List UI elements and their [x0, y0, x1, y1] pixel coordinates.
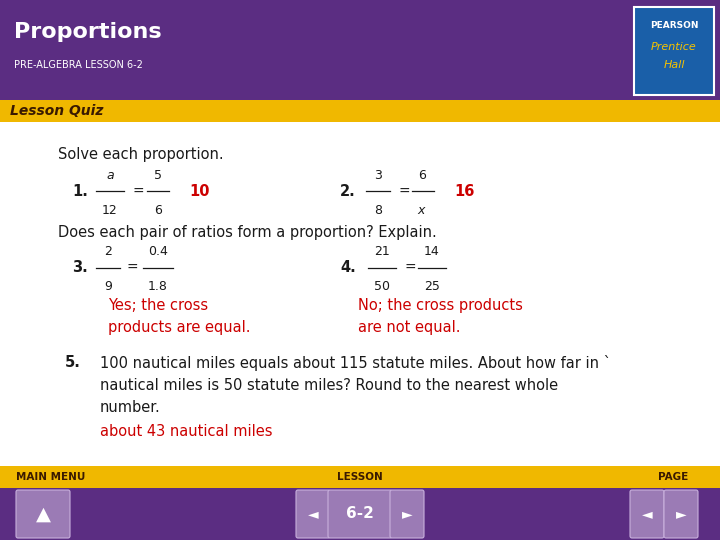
Text: Solve each proportion.: Solve each proportion.	[58, 147, 224, 163]
Text: 10: 10	[190, 185, 210, 199]
Text: ◄: ◄	[307, 507, 318, 521]
Text: Proportions: Proportions	[14, 22, 161, 42]
Text: 0.4: 0.4	[148, 245, 168, 258]
FancyBboxPatch shape	[296, 490, 330, 538]
Text: Prentice: Prentice	[651, 42, 697, 52]
Bar	[0, 466, 720, 488]
Text: 1.: 1.	[72, 185, 88, 199]
Text: PAGE: PAGE	[658, 472, 688, 482]
Text: No; the cross products
are not equal.: No; the cross products are not equal.	[358, 298, 523, 335]
Text: 12: 12	[102, 204, 118, 217]
Text: Does each pair of ratios form a proportion? Explain.: Does each pair of ratios form a proporti…	[58, 225, 437, 240]
Text: ►: ►	[402, 507, 413, 521]
Text: 8: 8	[374, 204, 382, 217]
Bar	[634, 7, 714, 95]
Text: 5.: 5.	[65, 355, 81, 370]
Bar	[0, 100, 720, 122]
Text: $x$: $x$	[417, 204, 427, 217]
Text: 1.8: 1.8	[148, 280, 168, 293]
Text: 5: 5	[154, 169, 162, 182]
Text: =: =	[132, 185, 144, 199]
FancyBboxPatch shape	[390, 490, 424, 538]
FancyBboxPatch shape	[630, 490, 664, 538]
Text: 6-2: 6-2	[346, 507, 374, 522]
Text: LESSON: LESSON	[337, 472, 383, 482]
Text: Yes; the cross
products are equal.: Yes; the cross products are equal.	[108, 298, 251, 335]
Text: about 43 nautical miles: about 43 nautical miles	[100, 424, 272, 439]
Text: 6: 6	[418, 169, 426, 182]
FancyBboxPatch shape	[16, 490, 70, 538]
Text: 16: 16	[454, 185, 474, 199]
Text: 6: 6	[154, 204, 162, 217]
Text: 3: 3	[374, 169, 382, 182]
FancyBboxPatch shape	[328, 490, 392, 538]
Text: PRE-ALGEBRA LESSON 6-2: PRE-ALGEBRA LESSON 6-2	[14, 60, 143, 70]
Text: MAIN MENU: MAIN MENU	[16, 472, 85, 482]
Text: 4.: 4.	[340, 260, 356, 275]
Text: 25: 25	[424, 280, 440, 293]
Text: =: =	[126, 261, 138, 275]
Text: $a$: $a$	[106, 169, 114, 182]
Text: ▲: ▲	[35, 504, 50, 523]
Text: ►: ►	[675, 507, 686, 521]
Text: =: =	[404, 261, 416, 275]
Text: 100 nautical miles equals about 115 statute miles. About how far in `
nautical m: 100 nautical miles equals about 115 stat…	[100, 355, 611, 415]
Text: 3.: 3.	[72, 260, 88, 275]
Text: 50: 50	[374, 280, 390, 293]
Text: 2: 2	[104, 245, 112, 258]
Text: =: =	[398, 185, 410, 199]
Bar	[0, 488, 720, 540]
Text: Hall: Hall	[663, 60, 685, 70]
Text: ◄: ◄	[642, 507, 652, 521]
Text: Lesson Quiz: Lesson Quiz	[10, 104, 104, 118]
FancyBboxPatch shape	[664, 490, 698, 538]
Text: 2.: 2.	[340, 185, 356, 199]
Bar	[0, 0, 720, 100]
Text: PEARSON: PEARSON	[649, 21, 698, 30]
Text: 21: 21	[374, 245, 390, 258]
Text: 9: 9	[104, 280, 112, 293]
Text: 14: 14	[424, 245, 440, 258]
